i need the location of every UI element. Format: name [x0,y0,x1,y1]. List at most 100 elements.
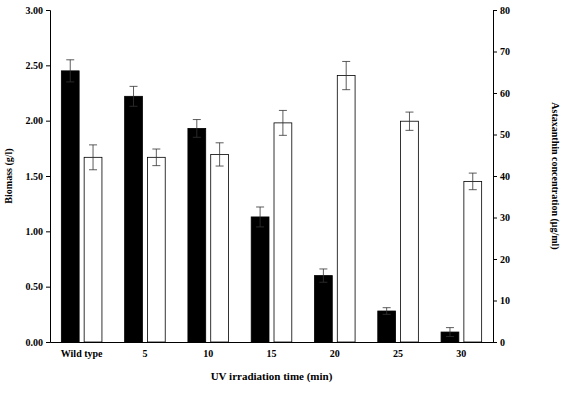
tick-mark [493,342,497,343]
tick-mark [493,301,497,302]
tick: 70 [493,46,510,57]
tick: 60 [493,88,510,99]
tick-label: 40 [500,171,510,182]
tick-label: 3.00 [26,5,44,16]
tick-mark [493,135,497,136]
error-bar [279,110,287,135]
tick-label: 30 [456,348,466,359]
error-bar [405,112,413,130]
bar [84,157,102,342]
tick-mark [493,52,497,53]
tick: 3.00 [26,5,51,16]
tick-label: 80 [500,5,510,16]
tick: 25 [393,342,403,359]
plot-area [61,60,481,342]
y2-axis: 0 10 20 30 40 50 60 70 80 [493,5,510,348]
bar [251,217,269,342]
tick: 5 [142,342,147,359]
tick-mark [46,176,50,177]
axis-line [51,342,494,343]
tick-label: 20 [330,348,340,359]
tick-mark [46,342,50,343]
tick: 0 [493,337,505,348]
tick-label: 1.00 [26,226,44,237]
error-bar [216,143,224,166]
error-bar [342,61,350,89]
tick: 40 [493,171,510,182]
tick-mark [46,10,50,11]
tick-label: 60 [500,88,510,99]
x-axis: Wild type 5 10 15 20 25 30 [51,342,494,359]
tick-mark [493,93,497,94]
bar [337,76,355,342]
tick-mark [46,121,50,122]
tick: 10 [493,295,510,306]
y2-axis-title: Astaxanthin concentration (μg/ml) [549,102,561,249]
tick-mark [46,287,50,288]
tick-mark [493,218,497,219]
tick: 30 [456,342,466,359]
tick-label: 0 [500,337,505,348]
tick: 10 [203,342,213,359]
error-bar [256,207,264,227]
tick: 0.50 [26,281,51,292]
tick: Wild type [61,342,103,359]
tick-mark [493,259,497,260]
tick-label: 20 [500,254,510,265]
error-bar [469,173,477,190]
tick-label: 50 [500,129,510,140]
tick-label: 30 [500,212,510,223]
tick-label: 10 [203,348,213,359]
bar [188,128,206,342]
error-bar [66,60,74,82]
tick: 15 [267,342,277,359]
x-axis-title: UV irradiation time (min) [211,370,333,383]
error-bar [152,149,160,166]
chart: 0.00 0.50 1.00 1.50 2.00 2.50 3.00 0 10 20 30 40 50 6… [0,0,569,395]
tick-label: 5 [142,348,147,359]
tick: 50 [493,129,510,140]
tick-mark [493,176,497,177]
error-bar [319,269,327,282]
axis-line [46,11,51,343]
tick: 1.00 [26,226,51,237]
error-bar [89,145,97,170]
tick: 2.00 [26,115,51,126]
tick-label: 25 [393,348,403,359]
tick: 30 [493,212,510,223]
tick: 20 [330,342,340,359]
bar [464,181,482,342]
tick: 1.50 [26,171,51,182]
y-axis-title: Biomass (g/l) [3,148,15,203]
error-bar [130,86,138,106]
tick-label: 15 [267,348,277,359]
bar [147,157,165,342]
tick-mark [46,65,50,66]
tick-label: 1.50 [26,171,44,182]
bar [378,311,396,342]
tick: 2.50 [26,60,51,71]
error-bar [446,328,454,337]
axis-line [494,11,498,343]
y-axis: 0.00 0.50 1.00 1.50 2.00 2.50 3.00 [26,5,51,348]
bar [314,276,332,342]
tick: 80 [493,5,510,16]
tick-label: 10 [500,295,510,306]
bar [125,96,143,342]
tick-label: Wild type [61,348,103,359]
bar [61,71,79,342]
bar [211,154,229,342]
tick-label: 2.50 [26,60,44,71]
error-bar [383,308,391,315]
tick: 20 [493,254,510,265]
tick: 0.00 [26,337,51,348]
bar [274,123,292,342]
tick-label: 2.00 [26,115,44,126]
tick-label: 0.00 [26,337,44,348]
bar [401,121,419,342]
tick-label: 70 [500,46,510,57]
tick-label: 0.50 [26,281,44,292]
tick-mark [493,10,497,11]
error-bar [193,120,201,138]
tick-mark [46,231,50,232]
